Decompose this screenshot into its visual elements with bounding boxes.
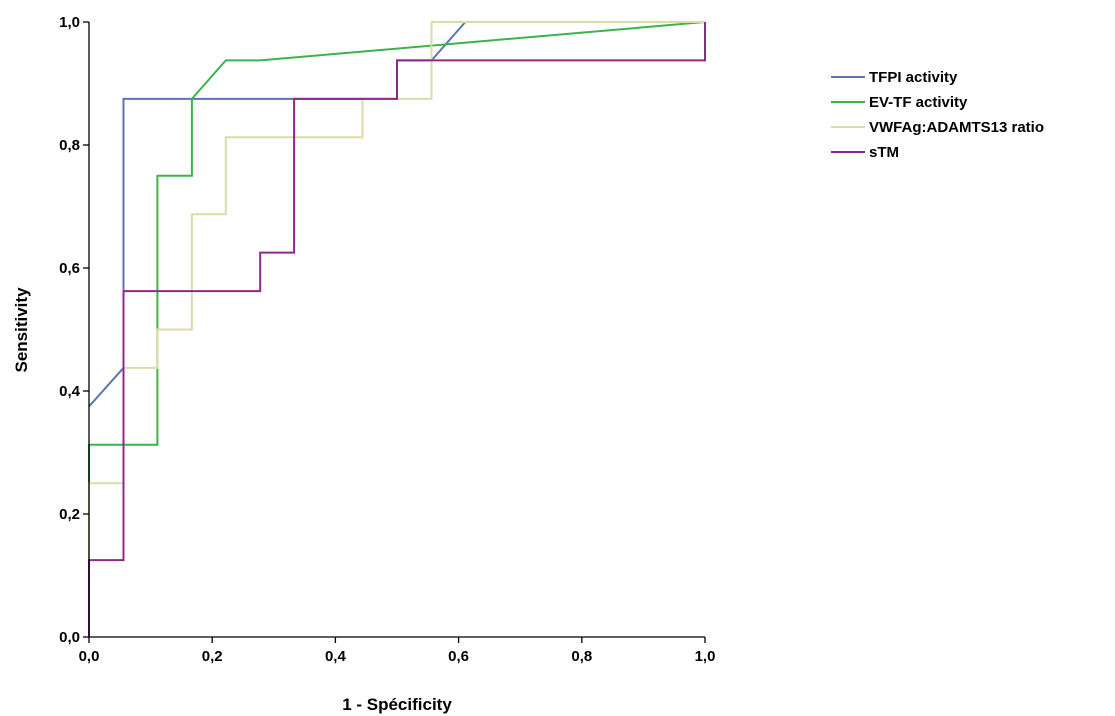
legend-label-2: EV-TF activity	[869, 94, 968, 111]
y-tick-label: 0,0	[59, 629, 80, 646]
y-axis-title: Sensitivity	[12, 287, 31, 373]
legend-label-3: VWFAg:ADAMTS13 ratio	[869, 119, 1044, 136]
x-tick-label: 0,4	[325, 648, 347, 665]
series-line-4	[88, 22, 706, 637]
legend-label-1: TFPI activity	[869, 69, 958, 86]
legend-label-4: sTM	[869, 144, 899, 161]
x-tick-label: 0,0	[79, 648, 100, 665]
x-tick-label: 0,2	[202, 648, 223, 665]
series-line-2	[88, 21, 706, 484]
x-tick-label: 0,8	[571, 648, 592, 665]
legend: TFPI activity EV-TF activity VWFAg:ADAMTS1…	[831, 69, 1044, 161]
y-tick-label: 0,8	[59, 137, 80, 154]
x-tick-label: 1,0	[695, 648, 716, 665]
x-ticks: 0,0 0,2 0,4 0,6 0,8 1,0	[79, 637, 716, 665]
x-tick-label: 0,6	[448, 648, 469, 665]
y-tick-label: 0,6	[59, 260, 80, 277]
x-axis-title: 1 - Spécificity	[342, 695, 452, 714]
y-tick-label: 0,4	[59, 383, 81, 400]
y-tick-label: 1,0	[59, 14, 80, 31]
y-ticks: 0,0 0,2 0,4 0,6 0,8 1,0	[59, 14, 89, 646]
series-layer	[88, 21, 706, 637]
y-tick-label: 0,2	[59, 506, 80, 523]
